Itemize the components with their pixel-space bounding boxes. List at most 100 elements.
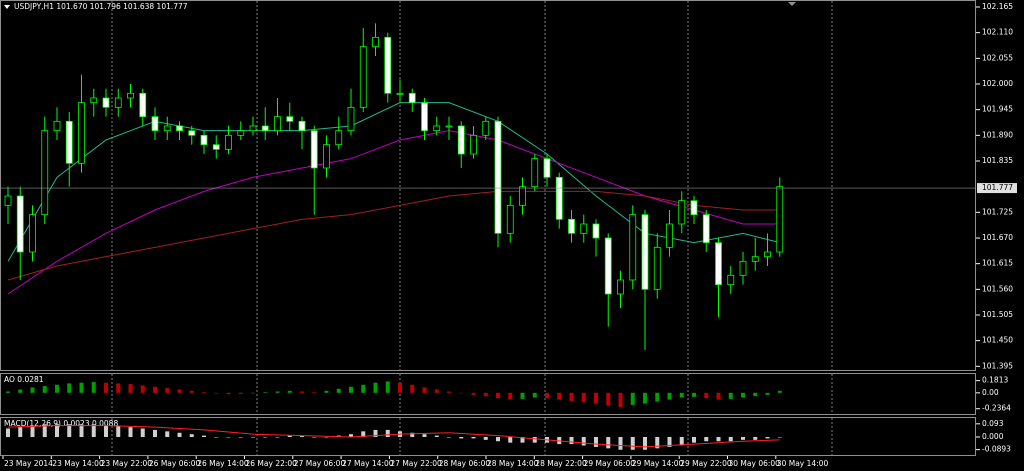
y-tick-label: 101.835	[982, 156, 1013, 165]
indicator-bar	[422, 434, 427, 437]
indicator-bar	[79, 424, 84, 437]
candle-body	[702, 214, 710, 244]
candle-body	[408, 92, 416, 104]
candle-body	[310, 130, 318, 169]
indicator-bar	[349, 434, 353, 437]
indicator-bar	[545, 392, 549, 399]
candle-body	[629, 214, 637, 281]
indicator-bar	[581, 392, 586, 403]
candle-body	[421, 102, 428, 132]
indicator-bar	[91, 382, 96, 393]
indicator-bar	[667, 392, 672, 400]
indicator-bar	[189, 434, 194, 437]
x-tick-label: 27 May 06:00	[294, 459, 346, 468]
indicator-bar	[226, 437, 231, 438]
y-tick-label: -0.0893	[982, 445, 1011, 454]
indicator-bar	[459, 437, 464, 439]
candle-body	[151, 116, 159, 132]
menu-arrow[interactable]	[4, 5, 10, 9]
shift-marker	[788, 2, 796, 6]
indicator-bar	[30, 387, 35, 393]
indicator-bar	[263, 437, 268, 438]
last-price-box	[977, 183, 1017, 194]
candle-body	[555, 176, 563, 220]
candle-body	[653, 246, 661, 290]
last-price-label: 101.777	[982, 183, 1013, 192]
indicator-bar	[189, 390, 194, 393]
candle-body	[519, 186, 526, 206]
signal-line	[7, 425, 780, 448]
indicator-bar	[300, 391, 304, 393]
candle-body	[4, 195, 12, 206]
indicator-bar	[581, 437, 586, 446]
indicator-bar	[373, 429, 378, 437]
candle-body	[114, 97, 122, 108]
candle-body	[274, 116, 281, 132]
indicator-bar	[630, 437, 635, 450]
indicator-bar	[753, 392, 758, 397]
candle-body	[200, 134, 208, 146]
indicator-bar	[30, 425, 35, 437]
indicator-bar	[704, 437, 709, 442]
indicator-bar	[520, 437, 525, 443]
indicator-bar	[569, 437, 574, 445]
y-tick-label: 102.055	[982, 53, 1013, 62]
indicator-bar	[300, 435, 304, 437]
macd-title: MACD(12,26,9) 0.0023 0.0088	[4, 419, 118, 428]
indicator-bar	[42, 386, 47, 393]
indicator-bar	[238, 437, 243, 438]
indicator-bar	[287, 435, 292, 437]
candle-body	[65, 120, 73, 164]
x-tick-label: 23 May 2014	[4, 459, 53, 468]
indicator-bar	[434, 435, 439, 437]
indicator-bar	[532, 392, 537, 398]
indicator-bar	[177, 432, 182, 437]
indicator-bar	[312, 392, 317, 393]
indicator-bar	[777, 437, 782, 438]
candle-body	[776, 186, 784, 253]
indicator-bar	[508, 392, 513, 400]
candle-body	[764, 251, 771, 258]
indicator-bar	[55, 384, 59, 393]
y-tick-label: 102.165	[982, 2, 1013, 11]
candle-body	[433, 125, 441, 132]
moving-average	[7, 190, 780, 281]
indicator-bar	[214, 437, 219, 438]
indicator-bar	[630, 392, 635, 405]
indicator-bar	[471, 437, 476, 439]
indicator-bar	[753, 437, 758, 440]
candle-body	[445, 125, 453, 128]
candle-body	[298, 120, 306, 132]
candle-body	[457, 125, 465, 155]
y-tick-label: 101.560	[982, 284, 1013, 293]
indicator-bar	[410, 384, 415, 393]
indicator-bar	[728, 437, 733, 442]
candle-body	[188, 130, 196, 136]
y-tick-label: 101.450	[982, 336, 1013, 345]
x-tick-label: 28 May 22:00	[535, 459, 587, 468]
candle-body	[715, 242, 722, 286]
indicator-bar	[447, 437, 451, 438]
indicator-bar	[741, 437, 745, 440]
x-tick-label: 30 May 14:00	[777, 459, 829, 468]
y-tick-label: 101.670	[982, 233, 1013, 242]
candle-body	[543, 158, 551, 178]
indicator-bar	[532, 437, 537, 443]
y-tick-label: 101.725	[982, 207, 1013, 216]
candle-body	[727, 274, 735, 286]
indicator-bar	[18, 427, 23, 437]
indicator-bar	[251, 437, 255, 438]
indicator-bar	[324, 390, 329, 393]
indicator-bar	[324, 437, 329, 438]
x-tick-label: 28 May 14:00	[487, 459, 539, 468]
indicator-bar	[140, 428, 145, 437]
indicator-bar	[153, 429, 157, 437]
indicator-bar	[385, 429, 390, 437]
candle-body	[176, 125, 183, 132]
indicator-bar	[618, 392, 623, 407]
y-tick-label: 101.615	[982, 259, 1013, 268]
indicator-bar	[569, 392, 574, 401]
indicator-bar	[655, 437, 660, 449]
